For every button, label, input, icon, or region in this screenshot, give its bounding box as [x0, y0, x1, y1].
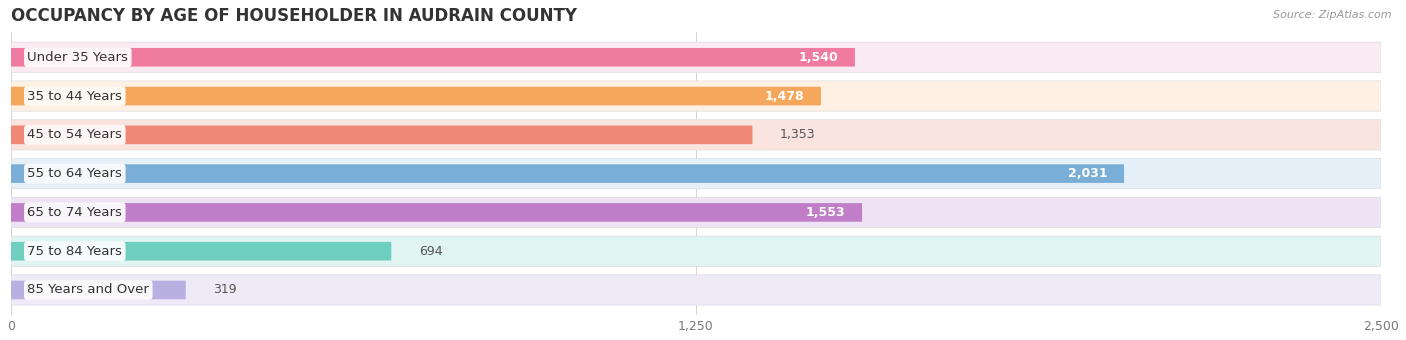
Text: 45 to 54 Years: 45 to 54 Years [27, 128, 122, 141]
Text: 1,478: 1,478 [765, 89, 804, 103]
Text: Source: ZipAtlas.com: Source: ZipAtlas.com [1274, 10, 1392, 20]
Text: 35 to 44 Years: 35 to 44 Years [27, 89, 122, 103]
Text: 1,540: 1,540 [799, 51, 838, 64]
FancyBboxPatch shape [11, 87, 821, 105]
FancyBboxPatch shape [11, 242, 391, 260]
Text: 694: 694 [419, 245, 443, 258]
Text: 1,353: 1,353 [780, 128, 815, 141]
FancyBboxPatch shape [11, 281, 186, 299]
Text: 1,553: 1,553 [806, 206, 845, 219]
Text: 319: 319 [214, 284, 236, 296]
Text: OCCUPANCY BY AGE OF HOUSEHOLDER IN AUDRAIN COUNTY: OCCUPANCY BY AGE OF HOUSEHOLDER IN AUDRA… [11, 7, 576, 25]
FancyBboxPatch shape [11, 197, 1381, 227]
FancyBboxPatch shape [11, 158, 1381, 189]
FancyBboxPatch shape [11, 120, 1381, 150]
FancyBboxPatch shape [11, 125, 752, 144]
Text: 75 to 84 Years: 75 to 84 Years [27, 245, 122, 258]
Text: 85 Years and Over: 85 Years and Over [27, 284, 149, 296]
FancyBboxPatch shape [11, 275, 1381, 305]
FancyBboxPatch shape [11, 81, 1381, 111]
Text: 65 to 74 Years: 65 to 74 Years [27, 206, 122, 219]
FancyBboxPatch shape [11, 164, 1123, 183]
Text: Under 35 Years: Under 35 Years [27, 51, 128, 64]
FancyBboxPatch shape [11, 48, 855, 67]
Text: 55 to 64 Years: 55 to 64 Years [27, 167, 122, 180]
FancyBboxPatch shape [11, 42, 1381, 72]
Text: 2,031: 2,031 [1069, 167, 1108, 180]
FancyBboxPatch shape [11, 236, 1381, 266]
FancyBboxPatch shape [11, 203, 862, 222]
